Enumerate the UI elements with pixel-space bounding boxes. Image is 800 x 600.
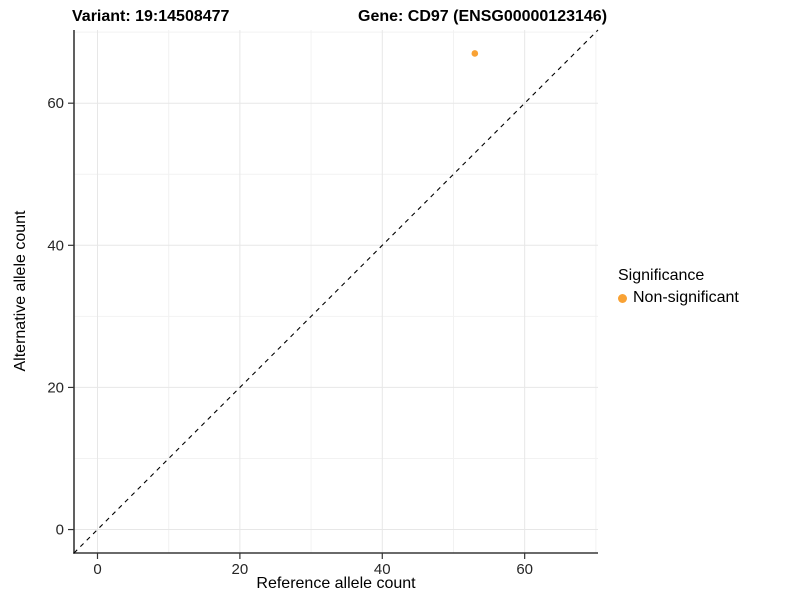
legend-title: Significance (618, 267, 705, 284)
x-tick-label: 40 (374, 561, 391, 578)
data-point (471, 50, 479, 57)
x-tick-label: 0 (93, 561, 101, 578)
y-tick-label: 40 (47, 237, 64, 254)
y-tick-label: 20 (47, 379, 64, 396)
identity-line (73, 29, 599, 554)
legend-key-dot (618, 293, 627, 303)
legend-item: Non-significant (618, 289, 739, 307)
legend-item-label: Non-significant (633, 289, 739, 306)
x-tick-label: 60 (516, 561, 533, 578)
plot-title-variant: Variant: 19:14508477 (72, 8, 230, 25)
x-axis-title: Reference allele count (256, 575, 416, 592)
y-tick-label: 60 (47, 95, 64, 112)
y-tick-label: 0 (56, 522, 64, 539)
x-tick-label: 20 (232, 561, 249, 578)
plot-title-gene: Gene: CD97 (ENSG00000123146) (358, 8, 608, 25)
legend: Significance Non-significant (618, 267, 739, 307)
